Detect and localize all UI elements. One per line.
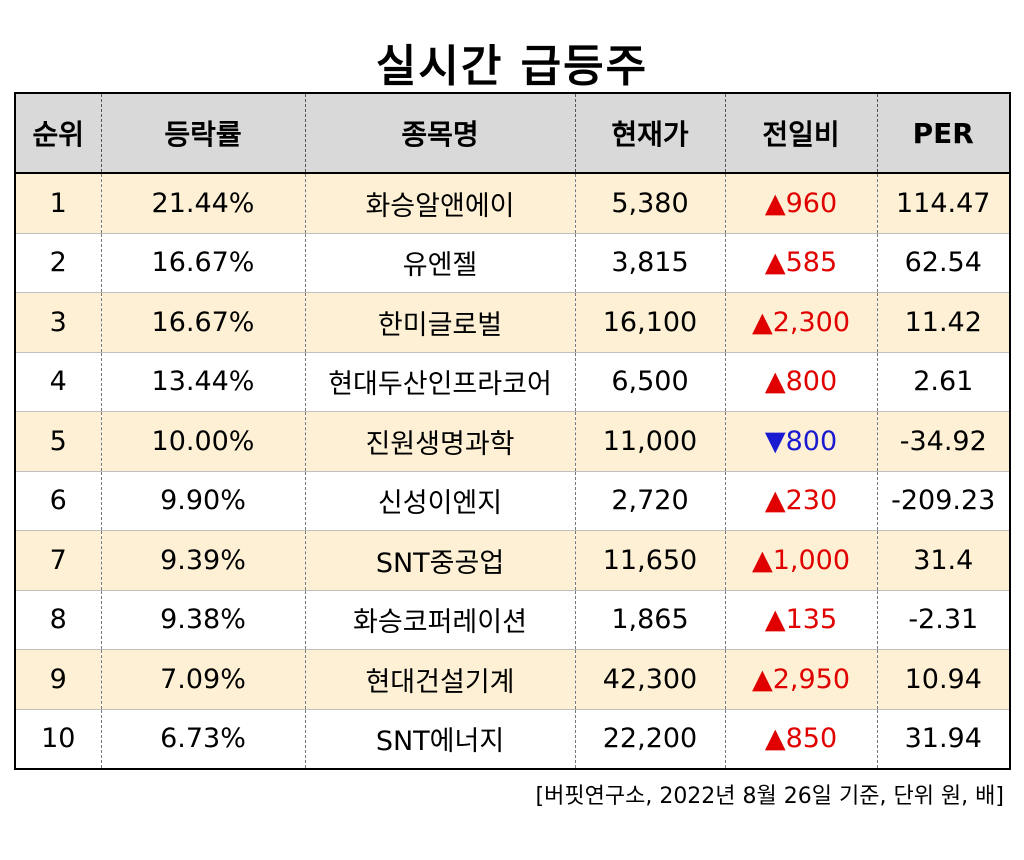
cell-price: 11,650 <box>574 530 725 590</box>
table-row: 6 9.90% 신성이엔지 2,720 ▲230 -209.23 <box>15 470 1010 531</box>
cell-rank: 9 <box>15 649 101 709</box>
cell-rate: 16.67% <box>100 232 305 293</box>
cell-price: 11,000 <box>574 411 725 471</box>
cell-change: ▲230 <box>724 470 877 531</box>
cell-per: -34.92 <box>876 411 1010 471</box>
cell-name: SNT에너지 <box>304 708 575 769</box>
cell-rate: 21.44% <box>100 172 305 233</box>
cell-rank: 10 <box>15 708 101 769</box>
table-row: 9 7.09% 현대건설기계 42,300 ▲2,950 10.94 <box>15 649 1010 709</box>
table-row: 2 16.67% 유엔젤 3,815 ▲585 62.54 <box>15 232 1010 293</box>
table-row: 3 16.67% 한미글로벌 16,100 ▲2,300 11.42 <box>15 292 1010 352</box>
cell-name: 현대건설기계 <box>304 649 575 709</box>
cell-change: ▲2,950 <box>724 649 877 709</box>
cell-per: 31.94 <box>876 708 1010 769</box>
table-row: 10 6.73% SNT에너지 22,200 ▲850 31.94 <box>15 708 1010 769</box>
cell-rank: 2 <box>15 232 101 293</box>
table-row: 8 9.38% 화승코퍼레이션 1,865 ▲135 -2.31 <box>15 589 1010 650</box>
table-row: 4 13.44% 현대두산인프라코어 6,500 ▲800 2.61 <box>15 351 1010 412</box>
cell-price: 2,720 <box>574 470 725 531</box>
table-row: 5 10.00% 진원생명과학 11,000 ▼800 -34.92 <box>15 411 1010 471</box>
cell-name: 유엔젤 <box>304 232 575 293</box>
source-note: [버핏연구소, 2022년 8월 26일 기준, 단위 원, 배] <box>535 784 1004 809</box>
cell-per: 11.42 <box>876 292 1010 352</box>
cell-name: 화승알앤에이 <box>304 172 575 233</box>
cell-rank: 4 <box>15 351 101 412</box>
cell-rate: 9.39% <box>100 530 305 590</box>
cell-change: ▲1,000 <box>724 530 877 590</box>
cell-change: ▲960 <box>724 172 877 233</box>
cell-change: ▲800 <box>724 351 877 412</box>
cell-change: ▼800 <box>724 411 877 471</box>
cell-price: 3,815 <box>574 232 725 293</box>
cell-change: ▲585 <box>724 232 877 293</box>
cell-price: 1,865 <box>574 589 725 650</box>
header-price: 현재가 <box>574 93 725 174</box>
cell-rate: 10.00% <box>100 411 305 471</box>
cell-rate: 9.90% <box>100 470 305 531</box>
table-header-row: 순위 등락률 종목명 현재가 전일비 PER <box>15 93 1010 174</box>
cell-change: ▲850 <box>724 708 877 769</box>
cell-name: 화승코퍼레이션 <box>304 589 575 650</box>
cell-rate: 9.38% <box>100 589 305 650</box>
cell-price: 5,380 <box>574 172 725 233</box>
cell-price: 16,100 <box>574 292 725 352</box>
cell-name: 진원생명과학 <box>304 411 575 471</box>
cell-name: 한미글로벌 <box>304 292 575 352</box>
cell-rate: 6.73% <box>100 708 305 769</box>
cell-rank: 1 <box>15 172 101 233</box>
cell-per: 2.61 <box>876 351 1010 412</box>
table-row: 7 9.39% SNT중공업 11,650 ▲1,000 31.4 <box>15 530 1010 590</box>
page-title: 실시간 급등주 <box>375 41 649 92</box>
cell-price: 6,500 <box>574 351 725 412</box>
cell-per: -209.23 <box>876 470 1010 531</box>
cell-per: 10.94 <box>876 649 1010 709</box>
cell-rank: 7 <box>15 530 101 590</box>
header-per: PER <box>876 93 1010 174</box>
header-change: 전일비 <box>724 93 877 174</box>
cell-rank: 5 <box>15 411 101 471</box>
cell-per: -2.31 <box>876 589 1010 650</box>
cell-change: ▲135 <box>724 589 877 650</box>
cell-rate: 16.67% <box>100 292 305 352</box>
cell-rank: 8 <box>15 589 101 650</box>
cell-rate: 13.44% <box>100 351 305 412</box>
stock-table: 순위 등락률 종목명 현재가 전일비 PER 1 21.44% 화승알앤에이 5,38… <box>14 92 1011 770</box>
cell-rank: 6 <box>15 470 101 531</box>
cell-per: 62.54 <box>876 232 1010 293</box>
cell-per: 31.4 <box>876 530 1010 590</box>
cell-rate: 7.09% <box>100 649 305 709</box>
header-rank: 순위 <box>15 93 101 174</box>
cell-per: 114.47 <box>876 172 1010 233</box>
header-rate: 등락률 <box>100 93 305 174</box>
table-row: 1 21.44% 화승알앤에이 5,380 ▲960 114.47 <box>15 172 1010 233</box>
cell-name: 현대두산인프라코어 <box>304 351 575 412</box>
cell-name: SNT중공업 <box>304 530 575 590</box>
cell-price: 42,300 <box>574 649 725 709</box>
cell-price: 22,200 <box>574 708 725 769</box>
cell-name: 신성이엔지 <box>304 470 575 531</box>
header-name: 종목명 <box>304 93 575 174</box>
cell-change: ▲2,300 <box>724 292 877 352</box>
cell-rank: 3 <box>15 292 101 352</box>
